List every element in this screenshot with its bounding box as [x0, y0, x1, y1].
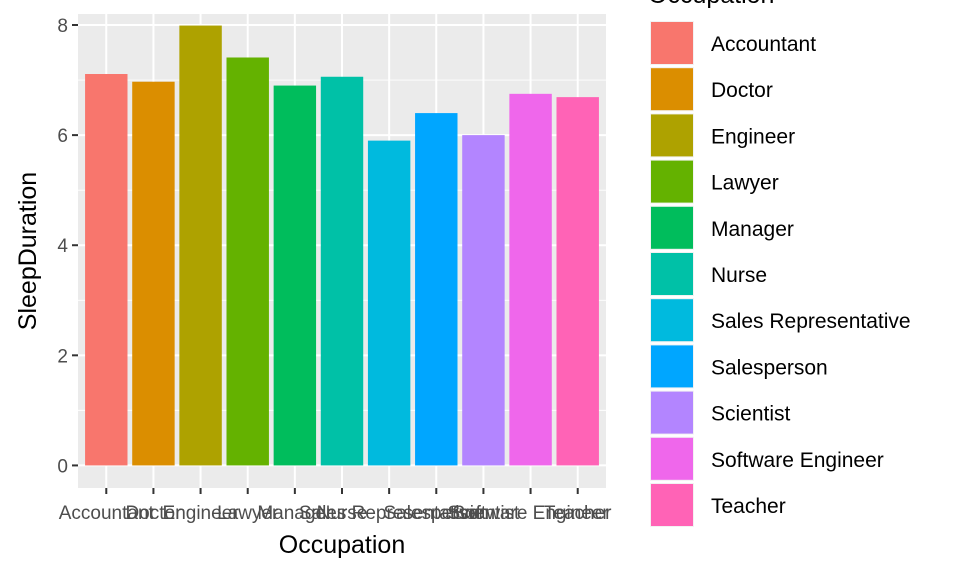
legend-swatch — [651, 114, 693, 157]
x-tick-label: Nurse — [317, 503, 368, 524]
x-tick-label: Lawyer — [217, 503, 279, 524]
bar — [415, 113, 458, 466]
bar — [320, 76, 364, 466]
legend-label: Lawyer — [711, 172, 779, 195]
bars — [85, 25, 599, 466]
y-tick-label: 0 — [57, 456, 68, 477]
bar — [509, 93, 552, 466]
y-tick-label: 6 — [57, 126, 68, 147]
y-axis: 0 2 4 6 8 — [57, 16, 78, 477]
bar — [273, 85, 317, 466]
x-tick-label: Teacher — [544, 503, 612, 524]
x-tick-label: Salesperson — [383, 503, 489, 524]
legend-label: Software Engineer — [711, 449, 884, 472]
x-tick-label: Sales Representative — [299, 503, 480, 524]
bar — [462, 135, 505, 466]
x-tick-label: Doctor — [125, 503, 182, 524]
y-tick-label: 2 — [57, 346, 68, 367]
legend-swatch — [651, 206, 693, 249]
x-tick-label: Manager — [257, 503, 333, 524]
legend-label: Salesperson — [711, 356, 828, 379]
bar — [179, 25, 222, 466]
legend-label: Engineer — [711, 125, 795, 148]
legend-label: Manager — [711, 218, 794, 241]
legend-label: Nurse — [711, 264, 767, 287]
legend-label: Accountant — [711, 33, 816, 56]
legend-swatch — [651, 253, 693, 295]
legend-swatch — [651, 22, 693, 64]
x-tick-label: Software Engineer — [452, 503, 609, 524]
x-tick-label: Engineer — [163, 503, 240, 524]
legend-label: Sales Representative — [711, 310, 911, 333]
legend-swatch — [651, 299, 693, 342]
x-tick-label: Accountant — [59, 503, 155, 524]
legend: Accountant Doctor Engineer Lawyer Manager Nur… — [650, 21, 911, 527]
legend-swatch — [651, 437, 693, 480]
y-tick-label: 8 — [57, 16, 68, 37]
legend-swatch — [651, 68, 693, 111]
bar — [367, 140, 411, 466]
bar — [85, 74, 128, 466]
legend-swatch — [651, 484, 693, 526]
bar — [226, 57, 269, 466]
y-axis-title: SleepDuration — [14, 172, 42, 330]
legend-swatch — [651, 391, 693, 434]
bar — [132, 81, 175, 466]
legend-swatch — [651, 160, 693, 203]
x-axis-title: Occupation — [279, 531, 405, 559]
bar — [556, 97, 599, 466]
x-axis: AccountantDoctorEngineerLawyerManagerNur… — [59, 488, 612, 524]
legend-label: Teacher — [711, 495, 786, 518]
legend-label: Doctor — [711, 79, 773, 102]
legend-title: Occupation — [648, 0, 774, 9]
x-tick-label: Scientist — [448, 503, 521, 524]
legend-label: Scientist — [711, 403, 791, 426]
y-tick-label: 4 — [57, 236, 68, 257]
legend-swatch — [651, 345, 693, 388]
